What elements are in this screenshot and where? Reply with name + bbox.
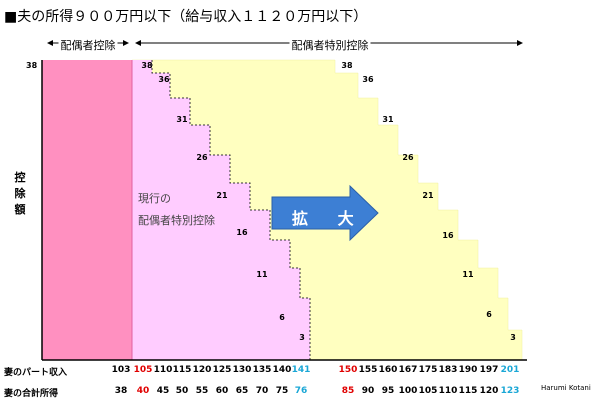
value-cell: 135 [252, 365, 272, 375]
value-cell: 130 [232, 365, 252, 375]
value-cell: 141 [291, 365, 311, 375]
current-special-label: 現行の 配偶者特別控除 [138, 192, 215, 227]
value-cell: 120 [479, 386, 499, 396]
value-cell: 140 [272, 365, 292, 375]
value-cell: 103 [111, 365, 131, 375]
value-cell: 183 [438, 365, 458, 375]
value-cell: 190 [458, 365, 478, 375]
step-value: 3 [299, 333, 305, 342]
value-cell: 125 [212, 365, 232, 375]
value-cell: 95 [381, 386, 395, 396]
value-cell: 115 [172, 365, 192, 375]
expand-arrow [271, 184, 379, 242]
value-cell: 55 [195, 386, 209, 396]
credit: Harumi Kotani [541, 384, 591, 392]
value-cell: 75 [275, 386, 289, 396]
value-cell: 76 [294, 386, 308, 396]
value-cell: 50 [175, 386, 189, 396]
value-cell: 175 [418, 365, 438, 375]
value-cell: 105 [133, 365, 153, 375]
value-cell: 105 [418, 386, 438, 396]
value-cell: 110 [153, 365, 173, 375]
value-cell: 120 [192, 365, 212, 375]
value-cell: 155 [358, 365, 378, 375]
step-value: 3 [510, 333, 516, 342]
value-cell: 45 [156, 386, 170, 396]
step-value: 38 [341, 61, 353, 70]
value-cell: 40 [136, 386, 150, 396]
step-value: 16 [442, 231, 454, 240]
value-cell: 197 [479, 365, 499, 375]
step-value: 11 [256, 270, 268, 279]
spouse-deduction-area [42, 60, 132, 360]
total-row-label: 妻の合計所得 [4, 389, 59, 399]
value-cell: 60 [215, 386, 229, 396]
step-value: 31 [176, 115, 188, 124]
income-row-label: 妻のパート収入 [4, 368, 68, 378]
step-value: 26 [196, 153, 208, 162]
value-cell: 110 [438, 386, 458, 396]
y-axis-top-value: 38 [26, 61, 38, 70]
value-cell: 115 [458, 386, 478, 396]
value-cell: 150 [338, 365, 358, 375]
value-cell: 70 [255, 386, 269, 396]
value-cell: 85 [341, 386, 355, 396]
step-value: 16 [236, 228, 248, 237]
page-title: ■夫の所得９００万円以下（給与収入１１２０万円以下） [4, 9, 368, 25]
value-cell: 100 [398, 386, 418, 396]
spouse-deduction-header: 配偶者控除 [58, 37, 118, 53]
expand-label: 拡 大 [292, 209, 366, 228]
step-value: 36 [158, 75, 170, 84]
value-cell: 160 [378, 365, 398, 375]
step-value: 21 [216, 191, 228, 200]
step-value: 36 [362, 75, 374, 84]
value-cell: 65 [235, 386, 249, 396]
step-value: 26 [402, 153, 414, 162]
step-value: 6 [279, 313, 285, 322]
step-value: 6 [486, 310, 492, 319]
special-deduction-header: 配偶者特別控除 [289, 37, 371, 53]
step-value: 11 [462, 270, 474, 279]
value-cell: 38 [114, 386, 128, 396]
value-cell: 90 [361, 386, 375, 396]
value-cell: 201 [500, 365, 520, 375]
y-axis-label: 控除額 [14, 171, 26, 216]
value-cell: 123 [500, 386, 520, 396]
value-cell: 167 [398, 365, 418, 375]
current-special-area [132, 60, 310, 360]
step-value: 21 [422, 191, 434, 200]
step-value: 31 [382, 115, 394, 124]
step-value: 38 [141, 61, 153, 70]
